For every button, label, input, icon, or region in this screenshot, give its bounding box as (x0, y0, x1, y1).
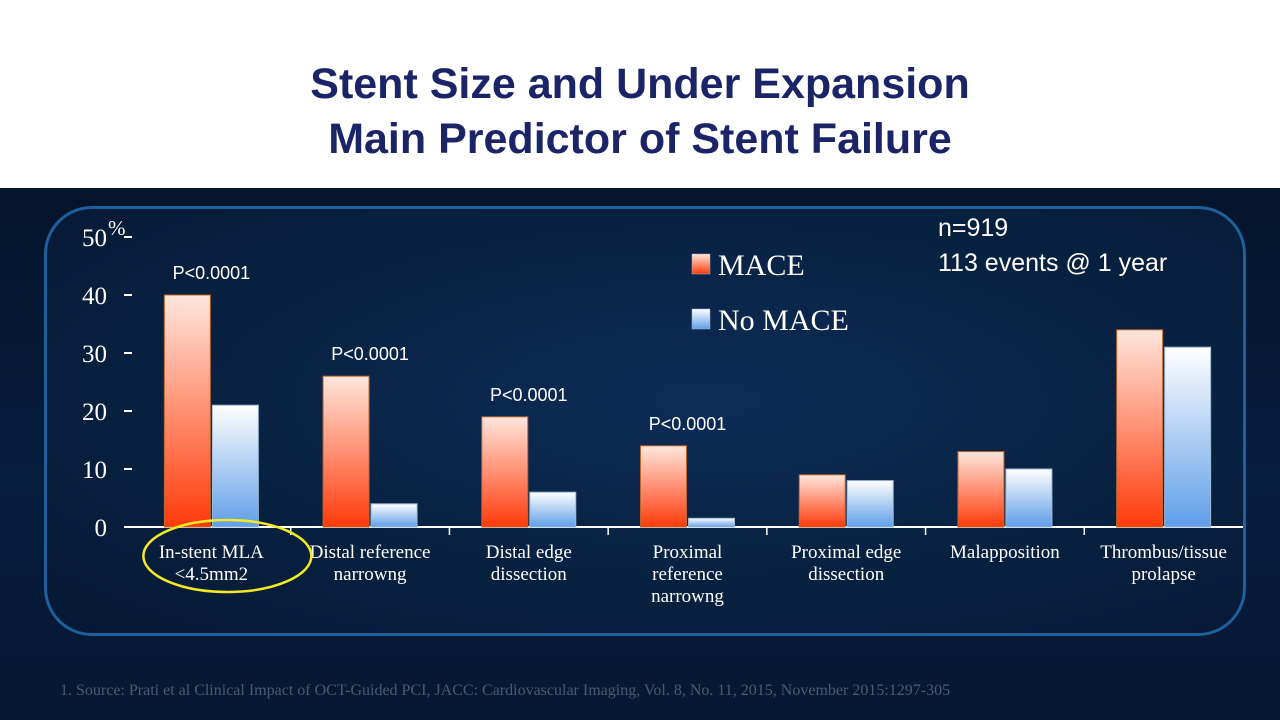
legend-no-mace-label: No MACE (718, 304, 849, 337)
legend-no-mace-swatch (691, 308, 711, 330)
mace-bar (163, 294, 211, 528)
no-mace-bar (846, 480, 894, 528)
legend-mace-swatch (691, 253, 711, 275)
slide-title-line-2: Main Predictor of Stent Failure (328, 115, 952, 163)
no-mace-bar (1005, 468, 1053, 528)
labels: P<0.0001 In-stent MLA<4.5mm2 P<0.0001 Dista… (142, 263, 1227, 607)
p-value-label: P<0.0001 (490, 385, 568, 405)
legend-mace-label: MACE (718, 249, 805, 282)
no-mace-bar (529, 491, 577, 528)
x-category-label: narrowng (651, 586, 724, 607)
no-mace-bar (688, 517, 735, 528)
p-value-label: P<0.0001 (173, 263, 251, 283)
axes: 0 10 20 30 40 50% (82, 216, 1243, 542)
x-category-label: <4.5mm2 (175, 564, 249, 585)
x-category-label: In-stent MLA (159, 542, 264, 563)
mace-bar (1116, 329, 1164, 528)
x-category-label: prolapse (1131, 564, 1195, 585)
y-tick-label: 10 (82, 457, 107, 484)
mace-bar (322, 375, 370, 528)
no-mace-bar (370, 503, 418, 528)
y-tick-label: 30 (82, 341, 107, 368)
p-value-label: P<0.0001 (331, 344, 409, 364)
mace-bar (640, 445, 687, 528)
y-tick-label: 20 (82, 399, 107, 426)
no-mace-bar (211, 404, 259, 528)
p-value-label: P<0.0001 (649, 414, 727, 434)
mace-bar (481, 416, 529, 528)
x-category-label: reference (652, 564, 723, 585)
x-category-label: Proximal (653, 542, 723, 563)
legend: MACE No MACE (691, 249, 849, 337)
y-tick-label: 50 (82, 225, 107, 252)
x-category-label: dissection (808, 564, 884, 585)
x-category-label: Thrombus/tissue (1100, 542, 1227, 563)
no-mace-bar (1164, 346, 1212, 528)
sample-size-label: n=919 (938, 214, 1008, 242)
source-citation: 1. Source: Prati et al Clinical Impact o… (60, 682, 951, 699)
y-tick-label: 40 (82, 283, 107, 310)
bars (163, 294, 1212, 528)
slide-title-line-1: Stent Size and Under Expansion (310, 60, 970, 108)
x-category-label: narrowng (334, 564, 407, 585)
x-category-label: Distal edge (486, 542, 572, 563)
title-band: Stent Size and Under Expansion Main Pred… (0, 0, 1280, 188)
mace-bar (957, 451, 1005, 528)
y-tick-label: 0 (95, 515, 108, 542)
y-unit-label: % (108, 216, 126, 240)
events-label: 113 events @ 1 year (938, 249, 1167, 277)
x-category-label: Malapposition (950, 542, 1060, 563)
x-category-label: dissection (491, 564, 567, 585)
mace-bar (798, 474, 846, 528)
x-category-label: Distal reference (310, 542, 431, 563)
x-category-label: Proximal edge (791, 542, 901, 563)
highlight-ellipse (142, 518, 313, 594)
